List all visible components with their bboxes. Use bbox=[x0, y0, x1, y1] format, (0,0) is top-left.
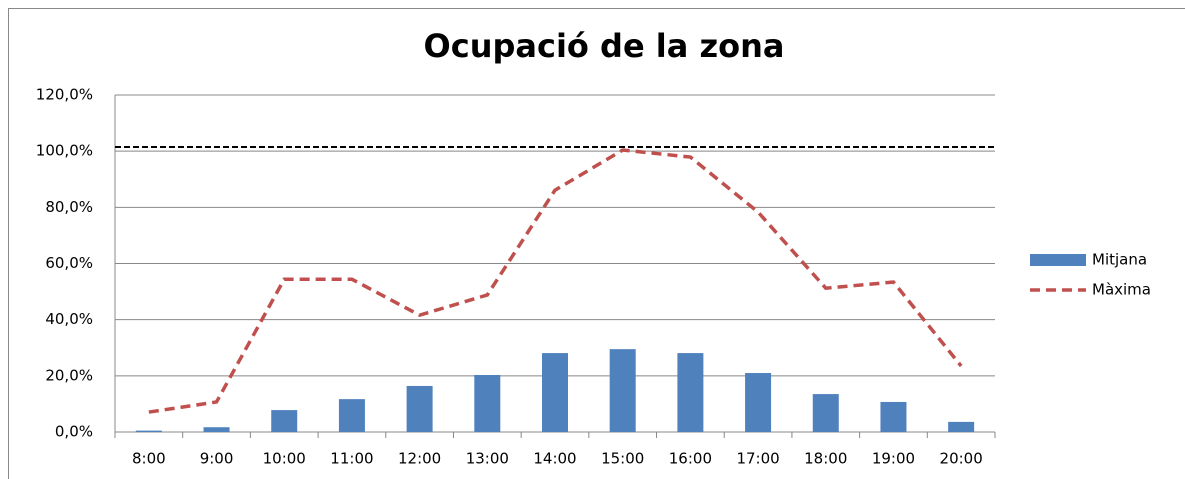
x-tick-label: 16:00 bbox=[669, 450, 712, 468]
bar bbox=[203, 427, 230, 432]
x-tick-label: 20:00 bbox=[940, 450, 983, 468]
bar bbox=[271, 410, 298, 432]
x-tick-label: 17:00 bbox=[736, 450, 779, 468]
x-tick-label: 8:00 bbox=[132, 450, 166, 468]
bar bbox=[542, 353, 568, 432]
bar bbox=[338, 399, 365, 432]
y-tick-label: 40,0% bbox=[45, 310, 93, 328]
bar bbox=[474, 374, 501, 432]
x-tick-label: 18:00 bbox=[804, 450, 847, 468]
y-tick-label: 20,0% bbox=[45, 366, 93, 384]
y-tick-label: 60,0% bbox=[45, 254, 93, 272]
bar bbox=[948, 421, 975, 432]
line bbox=[148, 148, 963, 414]
bar bbox=[745, 373, 772, 432]
bar bbox=[609, 349, 636, 432]
x-tick-label: 12:00 bbox=[398, 450, 441, 468]
y-tick-label: 120,0% bbox=[36, 86, 93, 104]
bar bbox=[812, 394, 839, 432]
x-tick-label: 11:00 bbox=[330, 450, 373, 468]
legend-swatch bbox=[1030, 254, 1086, 266]
chart-title: Ocupació de la zona bbox=[424, 27, 785, 65]
x-tick-label: 9:00 bbox=[200, 450, 234, 468]
x-tick-label: 10:00 bbox=[263, 450, 306, 468]
x-tick-label: 19:00 bbox=[872, 450, 915, 468]
legend-label: Màxima bbox=[1092, 281, 1151, 299]
y-tick-label: 100,0% bbox=[36, 142, 93, 160]
bar bbox=[880, 401, 907, 432]
chart-border bbox=[8, 8, 1185, 479]
x-tick-label: 15:00 bbox=[601, 450, 644, 468]
x-tick-label: 14:00 bbox=[533, 450, 576, 468]
bar bbox=[677, 353, 704, 432]
bar bbox=[406, 385, 433, 432]
y-tick-label: 80,0% bbox=[45, 198, 93, 216]
y-tick-label: 0,0% bbox=[55, 423, 93, 441]
bar bbox=[135, 430, 162, 432]
legend-label: Mitjana bbox=[1092, 251, 1147, 269]
x-tick-label: 13:00 bbox=[466, 450, 509, 468]
